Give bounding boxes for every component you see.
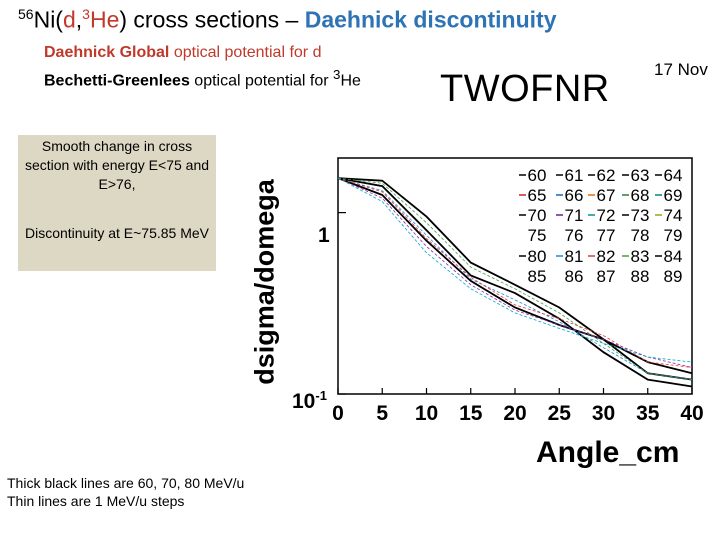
x-tick-label: 10 <box>415 402 438 425</box>
x-tick-label: 25 <box>548 402 572 425</box>
legend-label-63: 63 <box>631 166 650 185</box>
legend-label-78: 78 <box>631 226 650 245</box>
legend-label-74: 74 <box>664 206 683 225</box>
subtitle-deuteron-potential: Daehnick Global optical potential for d <box>44 44 321 62</box>
legend-label-84: 84 <box>664 247 683 266</box>
subtitle-helium-potential: Bechetti-Greenlees optical potential for… <box>44 67 361 90</box>
caption: Thick black lines are 60, 70, 80 MeV/u T… <box>7 475 245 509</box>
y-tick-exponent: -1 <box>315 388 327 403</box>
subtitle2-rest: optical potential for <box>189 72 334 90</box>
subtitle1-rest: optical potential for d <box>169 44 322 61</box>
legend-label-72: 72 <box>597 206 616 225</box>
series-line-89 <box>337 177 693 363</box>
legend-label-81: 81 <box>565 247 584 266</box>
title-element: Ni( <box>33 6 63 33</box>
x-axis-label: Angle_cm <box>536 436 680 469</box>
series-line-70 <box>337 177 693 388</box>
x-tick-label: 0 <box>332 402 344 425</box>
y-tick-base: 10 <box>292 390 316 413</box>
title-projectile: d <box>62 6 76 33</box>
legend-label-86: 86 <box>565 267 584 286</box>
title-comma: , <box>75 6 83 33</box>
title-rest: cross sections – <box>127 6 305 33</box>
title-ejectile-mass: 3 <box>82 6 90 22</box>
note-text-discontinuity: Discontinuity at E~75.85 MeV <box>24 225 210 241</box>
x-tick-label: 20 <box>503 402 526 425</box>
legend-label-61: 61 <box>565 166 584 185</box>
legend-label-71: 71 <box>565 206 584 225</box>
legend-label-76: 76 <box>565 226 584 245</box>
y-tick-label-1: 1 <box>318 224 330 247</box>
note-box <box>18 135 216 271</box>
x-tick-label: 35 <box>636 402 660 425</box>
code-name: TWOFNR <box>440 68 610 110</box>
legend-label-83: 83 <box>631 247 650 266</box>
legend-label-62: 62 <box>597 166 616 185</box>
legend-label-87: 87 <box>597 267 616 286</box>
legend-label-70: 70 <box>528 206 547 225</box>
legend-label-67: 67 <box>597 186 616 205</box>
x-tick-label: 15 <box>459 402 483 425</box>
title-ejectile: He <box>89 6 120 33</box>
note-text-smooth: Smooth change in cross section with ener… <box>24 138 210 192</box>
legend-label-64: 64 <box>664 166 683 185</box>
series-line-80 <box>337 177 693 375</box>
legend-label-69: 69 <box>664 186 683 205</box>
y-tick-label-0-1: 10-1 <box>292 388 327 414</box>
series-line-75 <box>337 177 693 380</box>
legend-label-85: 85 <box>528 267 547 286</box>
series-line-60 <box>337 177 693 381</box>
subtitle2-bold: Bechetti-Greenlees <box>44 72 190 90</box>
legend-label-88: 88 <box>631 267 650 286</box>
legend-label-80: 80 <box>528 247 547 266</box>
legend-label-66: 66 <box>565 186 584 205</box>
x-tick-label: 5 <box>376 402 388 425</box>
series-line-85 <box>337 177 693 368</box>
subtitle1-bold: Daehnick Global <box>44 44 170 61</box>
title-mass: 56 <box>18 6 34 22</box>
legend-label-89: 89 <box>664 267 683 286</box>
subtitle2-sup: 3 <box>333 67 341 82</box>
y-axis-label: dsigma/domega <box>249 179 280 385</box>
title-highlight: Daehnick discontinuity <box>304 6 557 33</box>
series-line-76 <box>337 177 693 368</box>
legend-label-73: 73 <box>631 206 650 225</box>
legend-label-68: 68 <box>631 186 650 205</box>
x-tick-label: 40 <box>680 402 703 425</box>
series-line-65 <box>337 177 693 380</box>
date-label: 17 Nov <box>654 60 708 79</box>
page-title: 56Ni(d,3He) cross sections – Daehnick di… <box>18 6 556 34</box>
legend-label-82: 82 <box>597 247 616 266</box>
title-close: ) <box>119 6 128 33</box>
legend-label-65: 65 <box>528 186 547 205</box>
legend-label-77: 77 <box>597 226 616 245</box>
subtitle2-end: He <box>340 72 361 90</box>
legend-label-79: 79 <box>664 226 683 245</box>
legend-label-75: 75 <box>528 226 547 245</box>
x-tick-label: 30 <box>592 402 615 425</box>
legend-label-60: 60 <box>528 166 547 185</box>
